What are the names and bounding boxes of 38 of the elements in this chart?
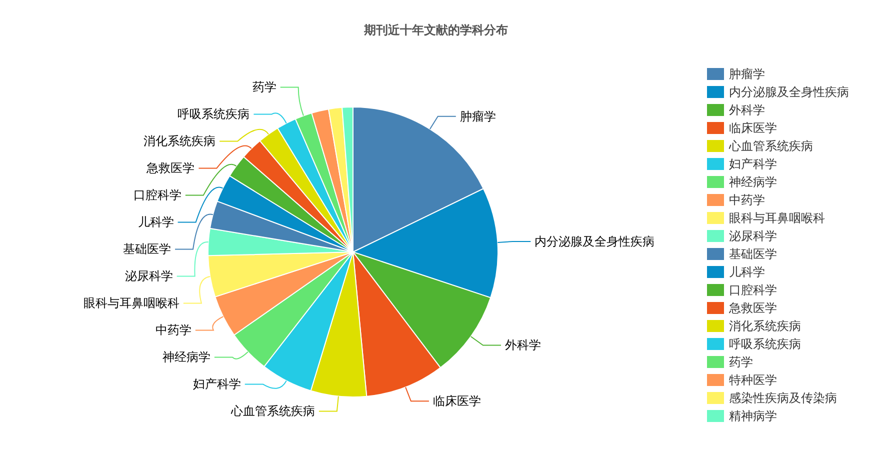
slice-label: 肿瘤学 bbox=[460, 109, 496, 124]
slice-label: 消化系统疾病 bbox=[144, 134, 216, 148]
legend-label: 中药学 bbox=[729, 192, 765, 209]
slice-label: 泌尿科学 bbox=[124, 269, 173, 284]
slice-label: 中药学 bbox=[155, 323, 192, 338]
slice-label: 神经病学 bbox=[162, 350, 210, 364]
slice-label: 外科学 bbox=[505, 338, 542, 352]
slice-label: 呼吸系统疾病 bbox=[178, 107, 250, 122]
slice-label: 口腔科学 bbox=[133, 188, 182, 202]
slice-label: 临床医学 bbox=[432, 394, 481, 408]
slice-label: 基础医学 bbox=[123, 242, 172, 256]
legend-label: 口腔科学 bbox=[729, 282, 777, 299]
legend-label: 外科学 bbox=[729, 102, 765, 119]
legend-label: 眼科与耳鼻咽喉科 bbox=[729, 210, 825, 227]
legend-label: 神经病学 bbox=[729, 174, 777, 191]
legend-label: 感染性疾病及传染病 bbox=[729, 390, 837, 407]
chart-title: 期刊近十年文献的学科分布 bbox=[363, 22, 509, 38]
legend-label: 呼吸系统疾病 bbox=[729, 336, 801, 353]
slice-label: 妇产科学 bbox=[192, 377, 241, 392]
legend-label: 泌尿科学 bbox=[729, 228, 777, 245]
slice-label: 药学 bbox=[252, 80, 276, 94]
legend-label: 内分泌腺及全身性疾病 bbox=[729, 84, 849, 101]
legend-label: 药学 bbox=[729, 354, 753, 371]
legend-label: 儿科学 bbox=[729, 264, 765, 281]
slice-label: 儿科学 bbox=[138, 215, 174, 230]
legend-label: 心血管系统疾病 bbox=[729, 138, 813, 155]
legend-label: 特种医学 bbox=[729, 372, 777, 389]
legend-label: 妇产科学 bbox=[729, 156, 777, 173]
slice-label: 急救医学 bbox=[146, 161, 195, 176]
legend-label: 基础医学 bbox=[729, 246, 777, 263]
legend-label: 精神病学 bbox=[729, 408, 777, 425]
slice-label: 内分泌腺及全身性疾病 bbox=[534, 234, 655, 248]
legend-label: 肿瘤学 bbox=[729, 66, 765, 83]
legend-label: 消化系统疾病 bbox=[729, 318, 801, 335]
legend-label: 临床医学 bbox=[729, 120, 777, 137]
slice-label: 眼科与耳鼻咽喉科 bbox=[83, 296, 180, 310]
legend-label: 急救医学 bbox=[729, 300, 777, 317]
slice-label: 心血管系统疾病 bbox=[230, 404, 315, 418]
